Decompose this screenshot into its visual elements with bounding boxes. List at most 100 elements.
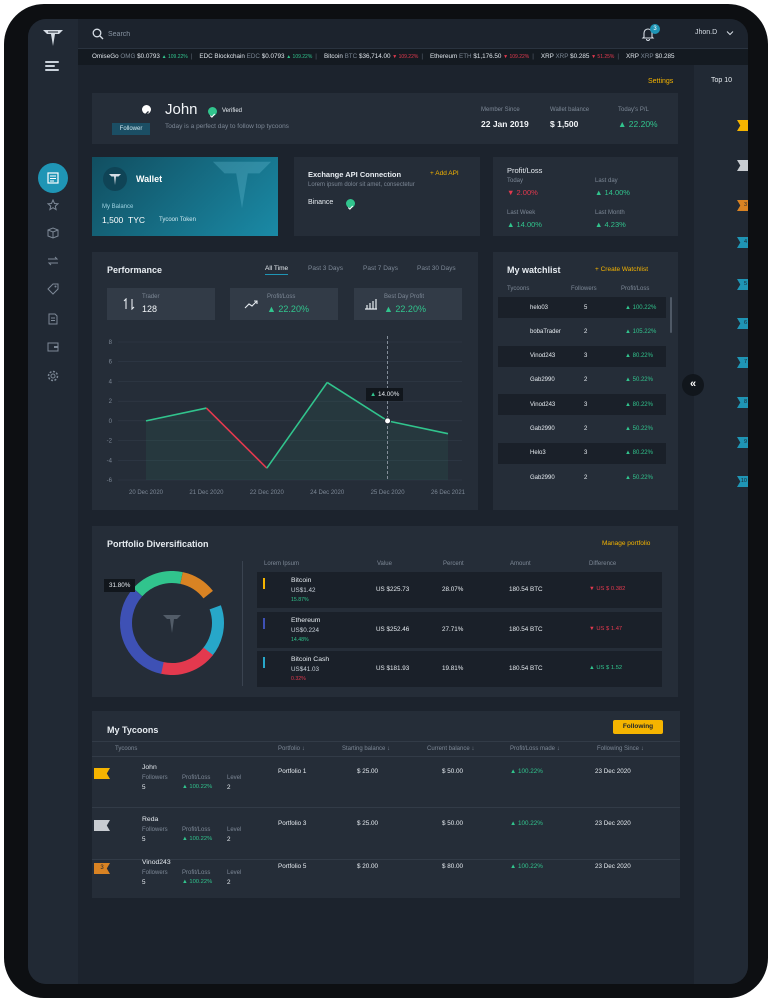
- top10-rank: 5: [743, 281, 747, 287]
- nav-box-icon[interactable]: [37, 220, 69, 246]
- tycoon-portfolio[interactable]: Portfolio 5: [278, 863, 307, 870]
- tagline: Today is a perfect day to follow top tyc…: [165, 123, 289, 130]
- tycoon-name[interactable]: Reda: [142, 816, 159, 823]
- tycoon-row[interactable]: John Followers 5 Profit/Loss ▲ 100.22% Level 2…: [92, 760, 680, 808]
- top10-title: Top 10: [711, 77, 733, 84]
- tycoon-portfolio[interactable]: Portfolio 3: [278, 820, 307, 827]
- portfolio-row[interactable]: Bitcoin Cash US$41.03 0.32% US $181.93 19.81…: [257, 651, 662, 687]
- data-point: [384, 417, 392, 425]
- top10-flag-9[interactable]: 9: [737, 437, 748, 448]
- tablet-frame: 3 Jhon.D OmiseGo OMG $0.0793 ▲ 109.22%|E…: [4, 4, 768, 998]
- wallet-balance-value: $ 1,500: [550, 119, 579, 129]
- price-ticker: OmiseGo OMG $0.0793 ▲ 109.22% | EDC Blockc…: [78, 49, 748, 65]
- top10-flag-8[interactable]: 8: [737, 397, 748, 408]
- chevron-down-icon[interactable]: [726, 29, 734, 37]
- user-menu[interactable]: Jhon.D: [695, 29, 718, 36]
- add-api-button[interactable]: + Add API: [430, 170, 459, 177]
- top10-flag-3[interactable]: 3: [737, 200, 748, 211]
- tycoons-col-pl[interactable]: Profit/Loss made ↓: [510, 746, 560, 752]
- asset-name: Bitcoin: [291, 577, 312, 584]
- watchlist-row[interactable]: helo03 5 ▲ 100.22%: [498, 297, 666, 318]
- up-arrow-icon: ▲: [182, 879, 190, 885]
- watchlist-pl: ▲ 80.22%: [625, 353, 653, 359]
- tycoon-name[interactable]: Vinod243: [142, 859, 171, 866]
- nav-dashboard-icon[interactable]: [38, 163, 68, 193]
- top10-rank: 7: [743, 359, 747, 365]
- watchlist-row[interactable]: Gab2990 2 ▲ 50.22%: [498, 370, 666, 391]
- tycoons-col-since[interactable]: Following Since ↓: [597, 746, 644, 752]
- up-arrow-icon: ▲: [510, 768, 518, 775]
- tycoon-portfolio[interactable]: Portfolio 1: [278, 768, 307, 775]
- tycoons-col-portfolio[interactable]: Portfolio ↓: [278, 746, 305, 752]
- following-button[interactable]: Following: [613, 720, 663, 734]
- tab-past-3-days[interactable]: Past 3 Days: [308, 265, 344, 272]
- tab-past-7-days[interactable]: Past 7 Days: [363, 265, 399, 272]
- nav-star-icon[interactable]: [37, 192, 69, 218]
- portfolio-row[interactable]: Bitcoin US$1.42 15.87% US $225.73 28.07% 180.…: [257, 572, 662, 608]
- exchange-name: Binance: [308, 199, 334, 206]
- tycoon-row[interactable]: Reda Followers 5 Profit/Loss ▲ 100.22% Level 2…: [92, 812, 680, 860]
- tab-all-time[interactable]: All Time: [265, 265, 289, 275]
- portfolio-donut-chart: [120, 571, 224, 675]
- watchlist-row[interactable]: Helo3 3 ▲ 80.22%: [498, 442, 666, 464]
- watchlist-pl-value: 100.22%: [632, 304, 657, 311]
- tycoons-col-starting[interactable]: Starting balance ↓: [342, 746, 391, 752]
- today-label: Today: [507, 178, 524, 184]
- wallet-watermark-logo: [212, 161, 272, 209]
- followers-label: Followers: [142, 870, 168, 876]
- wallet-logo-icon: [103, 167, 127, 191]
- search-icon[interactable]: [92, 28, 104, 40]
- nav-document-icon[interactable]: [37, 306, 69, 332]
- nav-settings-icon[interactable]: [37, 363, 69, 389]
- nav-tag-icon[interactable]: [37, 276, 69, 302]
- top10-flag-2[interactable]: [737, 160, 748, 171]
- rank-flag-icon: [94, 820, 110, 831]
- watchlist-row[interactable]: bobaTrader 2 ▲ 105.22%: [498, 321, 666, 342]
- settings-link[interactable]: Settings: [648, 78, 674, 85]
- manage-portfolio-link[interactable]: Manage portfolio: [602, 540, 651, 547]
- nav-exchange-icon[interactable]: [37, 248, 69, 274]
- lastday-value: ▲ 14.00%: [595, 188, 630, 197]
- ticker-symbol: XRP: [555, 53, 569, 60]
- ticker-change: ▲ 109.22%: [162, 54, 188, 60]
- top10-flag-6[interactable]: 6: [737, 318, 748, 329]
- trend-up-icon: [244, 300, 258, 309]
- watchlist-row[interactable]: Gab2990 2 ▲ 50.22%: [498, 419, 666, 440]
- watchlist-row[interactable]: Vinod243 3 ▲ 80.22%: [498, 394, 666, 416]
- watchlist-scrollbar[interactable]: [670, 297, 672, 333]
- tycoon-row[interactable]: 3 Vinod243 Followers 5 Profit/Loss ▲ 100.22% L…: [92, 855, 680, 893]
- ticker-item: Bitcoin BTC $36,714.00 ▼ 109.22% |: [324, 49, 426, 65]
- search-input[interactable]: [108, 27, 308, 41]
- watchlist-tycoon-name: bobaTrader: [530, 328, 561, 335]
- level-label: Level: [227, 775, 242, 781]
- portfolio-row[interactable]: Ethereum US$0.224 14.48% US $252.46 27.71% 18…: [257, 611, 662, 648]
- y-tick-label: 2: [109, 399, 113, 405]
- donut-label: 31.80%: [104, 579, 136, 592]
- watchlist-row[interactable]: Vinod243 3 ▲ 80.22%: [498, 345, 666, 367]
- performance-line-chart: 8 6 4 2 0 -2 -4 -6 20 Dec 2020 21 Dec 2020 22 Dec …: [107, 336, 466, 496]
- collapse-panel-button[interactable]: «: [682, 374, 704, 396]
- create-watchlist-button[interactable]: + Create Watchlist: [595, 266, 649, 273]
- watchlist-tycoon-name: Gab2990: [530, 377, 555, 384]
- watchlist-row[interactable]: Gab2990 2 ▲ 50.22%: [498, 467, 666, 488]
- top10-flag-7[interactable]: 7: [737, 357, 748, 368]
- portfolio-col-percent: Percent: [443, 561, 464, 567]
- series-segment: [387, 420, 449, 435]
- tab-past-30-days[interactable]: Past 30 Days: [417, 265, 456, 272]
- top10-flag-4[interactable]: 4: [737, 237, 748, 248]
- x-tick-label: 20 Dec 2020: [129, 490, 164, 496]
- top10-flag-1[interactable]: [737, 120, 748, 131]
- tycoons-col-current[interactable]: Current balance ↓: [427, 746, 475, 752]
- x-tick-label: 22 Dec 2020: [250, 490, 285, 496]
- series-segment: [205, 407, 268, 469]
- chart-tooltip: ▲ 14.00%: [366, 388, 404, 401]
- top10-flag-5[interactable]: 5: [737, 279, 748, 290]
- nav-wallet-icon[interactable]: [37, 334, 69, 360]
- asset-difference: ▲ US $ 1.52: [589, 665, 622, 671]
- series-area: [146, 382, 448, 480]
- hamburger-menu-icon[interactable]: [45, 61, 59, 71]
- asset-price: US$1.42: [291, 587, 316, 594]
- up-arrow-icon: ▲: [507, 220, 517, 229]
- top10-flag-10[interactable]: 10: [737, 476, 748, 487]
- tycoon-name[interactable]: John: [142, 764, 157, 771]
